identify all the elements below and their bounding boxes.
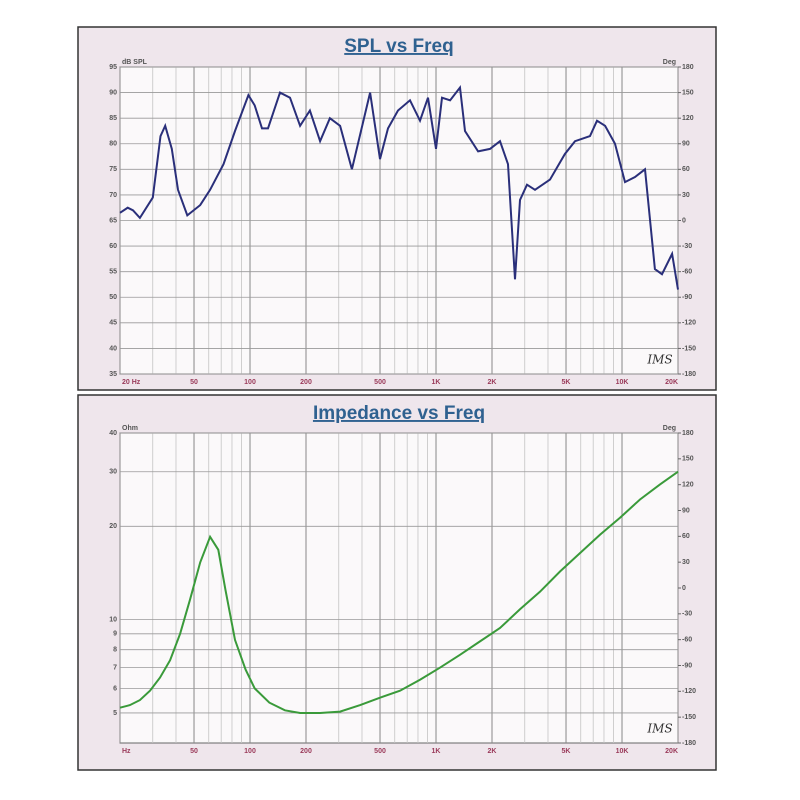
y2-tick-label: -30 (682, 611, 692, 618)
y2-axis-label: Deg (663, 425, 676, 432)
y-tick-label: 60 (109, 243, 117, 250)
watermark: IMS (646, 722, 672, 736)
y-tick-label: 20 (109, 523, 117, 530)
y-tick-label: 90 (109, 89, 117, 96)
y-tick-label: 45 (109, 320, 117, 327)
y-tick-label: 40 (109, 430, 117, 437)
y2-tick-label: 0 (682, 217, 686, 224)
x-tick-label: 10K (616, 748, 629, 755)
y2-tick-label: 90 (682, 141, 690, 148)
y-tick-label: 50 (109, 294, 117, 301)
x-tick-label: 1K (432, 748, 441, 755)
x-tick-label: 1K (432, 379, 441, 386)
y-tick-label: 6 (113, 685, 117, 692)
y-tick-label: 7 (113, 665, 117, 672)
x-tick-label: 500 (374, 748, 386, 755)
y-tick-label: 95 (109, 64, 117, 71)
y-tick-label: 80 (109, 141, 117, 148)
y2-tick-label: 120 (682, 115, 694, 122)
y2-tick-label: -60 (682, 269, 692, 276)
x-tick-label: Hz (122, 748, 131, 755)
y-tick-label: 75 (109, 166, 117, 173)
y2-tick-label: 180 (682, 430, 694, 437)
x-tick-label: 50 (190, 379, 198, 386)
y2-axis-label: Deg (663, 59, 676, 66)
y2-tick-label: -60 (682, 637, 692, 644)
y2-tick-label: -150 (682, 714, 696, 721)
y-axis-label: Ohm (122, 425, 138, 432)
y2-tick-label: 120 (682, 482, 694, 489)
chart-title: Impedance vs Freq (313, 403, 485, 424)
x-tick-label: 10K (616, 379, 629, 386)
plot-area (119, 432, 679, 744)
x-tick-label: 20K (665, 748, 678, 755)
y2-tick-label: 180 (682, 64, 694, 71)
y-tick-label: 70 (109, 192, 117, 199)
series-line (119, 470, 679, 714)
x-tick-label: 5K (562, 748, 571, 755)
x-tick-label: 200 (300, 748, 312, 755)
x-tick-label: 2K (488, 748, 497, 755)
x-tick-label: 5K (562, 379, 571, 386)
y2-tick-label: 90 (682, 507, 690, 514)
y-tick-label: 55 (109, 269, 117, 276)
y-tick-label: 30 (109, 469, 117, 476)
y-tick-label: 85 (109, 115, 117, 122)
y2-tick-label: -120 (682, 688, 696, 695)
y2-tick-label: -90 (682, 294, 692, 301)
y2-tick-label: 30 (682, 192, 690, 199)
x-tick-label: 500 (374, 379, 386, 386)
y2-tick-label: -150 (682, 345, 696, 352)
y-tick-label: 65 (109, 217, 117, 224)
watermark: IMS (646, 353, 672, 367)
y-tick-label: 35 (109, 371, 117, 378)
series-line (119, 84, 679, 290)
y-axis-label: dB SPL (122, 59, 148, 66)
y2-tick-label: -30 (682, 243, 692, 250)
x-tick-label: 2K (488, 379, 497, 386)
chart-title: SPL vs Freq (344, 36, 453, 57)
y2-tick-label: -180 (682, 371, 696, 378)
y-tick-label: 10 (109, 616, 117, 623)
y2-tick-label: -120 (682, 320, 696, 327)
x-tick-label: 200 (300, 379, 312, 386)
y-tick-label: 9 (113, 631, 117, 638)
y-tick-label: 8 (113, 647, 117, 654)
y2-tick-label: 30 (682, 559, 690, 566)
x-tick-label: 50 (190, 748, 198, 755)
y2-tick-label: 0 (682, 585, 686, 592)
y2-tick-label: 150 (682, 89, 694, 96)
x-tick-label: 100 (244, 748, 256, 755)
x-tick-label: 100 (244, 379, 256, 386)
y2-tick-label: -180 (682, 740, 696, 747)
y2-tick-label: 60 (682, 533, 690, 540)
y-tick-label: 40 (109, 345, 117, 352)
y2-tick-label: 60 (682, 166, 690, 173)
y2-tick-label: -90 (682, 662, 692, 669)
x-tick-label: 20 Hz (122, 379, 141, 386)
y2-tick-label: 150 (682, 456, 694, 463)
y-tick-label: 5 (113, 710, 117, 717)
x-tick-label: 20K (665, 379, 678, 386)
